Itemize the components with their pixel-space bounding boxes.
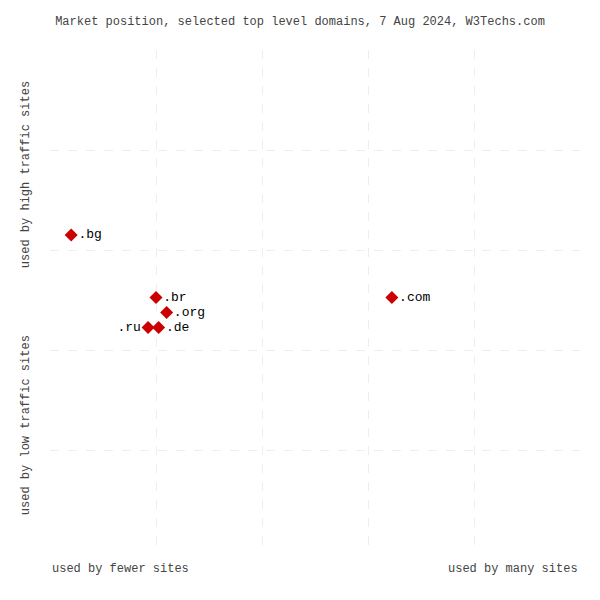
- svg-text:.br: .br: [163, 290, 186, 305]
- svg-text:used by fewer sites: used by fewer sites: [52, 562, 189, 576]
- svg-text:.com: .com: [399, 290, 430, 305]
- svg-text:.de: .de: [166, 320, 189, 335]
- svg-text:used by high traffic sites: used by high traffic sites: [19, 81, 33, 268]
- svg-text:.bg: .bg: [78, 227, 101, 242]
- svg-text:used by low traffic sites: used by low traffic sites: [19, 335, 33, 515]
- svg-text:Market position, selected top: Market position, selected top level doma…: [55, 15, 545, 29]
- svg-text:used by many sites: used by many sites: [448, 562, 578, 576]
- svg-text:.ru: .ru: [117, 320, 140, 335]
- svg-text:.org: .org: [174, 305, 205, 320]
